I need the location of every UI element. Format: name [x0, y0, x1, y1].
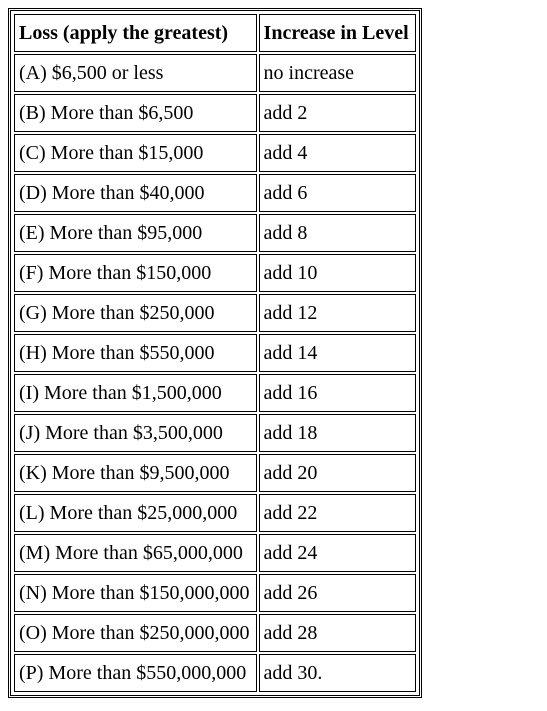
table-row: (E) More than $95,000 add 8 [14, 214, 416, 252]
increase-cell: add 28 [259, 614, 416, 652]
table-row: (F) More than $150,000 add 10 [14, 254, 416, 292]
increase-cell: add 14 [259, 334, 416, 372]
loss-cell: (J) More than $3,500,000 [14, 414, 257, 452]
table-row: (A) $6,500 or less no increase [14, 54, 416, 92]
increase-cell: add 30. [259, 654, 416, 692]
table-row: (C) More than $15,000 add 4 [14, 134, 416, 172]
increase-cell: add 4 [259, 134, 416, 172]
loss-cell: (C) More than $15,000 [14, 134, 257, 172]
loss-cell: (K) More than $9,500,000 [14, 454, 257, 492]
table-row: (H) More than $550,000 add 14 [14, 334, 416, 372]
table-row: (O) More than $250,000,000 add 28 [14, 614, 416, 652]
table-row: (G) More than $250,000 add 12 [14, 294, 416, 332]
increase-cell: add 12 [259, 294, 416, 332]
table-row: (N) More than $150,000,000 add 26 [14, 574, 416, 612]
increase-cell: add 8 [259, 214, 416, 252]
loss-cell: (L) More than $25,000,000 [14, 494, 257, 532]
loss-cell: (O) More than $250,000,000 [14, 614, 257, 652]
increase-cell: add 18 [259, 414, 416, 452]
increase-cell: add 24 [259, 534, 416, 572]
loss-cell: (N) More than $150,000,000 [14, 574, 257, 612]
table-row: (B) More than $6,500 add 2 [14, 94, 416, 132]
table-row: (M) More than $65,000,000 add 24 [14, 534, 416, 572]
loss-cell: (D) More than $40,000 [14, 174, 257, 212]
loss-cell: (B) More than $6,500 [14, 94, 257, 132]
increase-cell: add 16 [259, 374, 416, 412]
increase-cell: no increase [259, 54, 416, 92]
table-row: (P) More than $550,000,000 add 30. [14, 654, 416, 692]
loss-level-table-wrap: Loss (apply the greatest) Increase in Le… [8, 8, 422, 698]
increase-cell: add 6 [259, 174, 416, 212]
table-row: (I) More than $1,500,000 add 16 [14, 374, 416, 412]
loss-level-table: Loss (apply the greatest) Increase in Le… [12, 12, 418, 694]
increase-cell: add 20 [259, 454, 416, 492]
col-header-loss: Loss (apply the greatest) [14, 14, 257, 52]
loss-cell: (M) More than $65,000,000 [14, 534, 257, 572]
table-row: (L) More than $25,000,000 add 22 [14, 494, 416, 532]
increase-cell: add 22 [259, 494, 416, 532]
table-row: (K) More than $9,500,000 add 20 [14, 454, 416, 492]
table-row: (D) More than $40,000 add 6 [14, 174, 416, 212]
loss-cell: (F) More than $150,000 [14, 254, 257, 292]
increase-cell: add 10 [259, 254, 416, 292]
loss-cell: (P) More than $550,000,000 [14, 654, 257, 692]
table-header-row: Loss (apply the greatest) Increase in Le… [14, 14, 416, 52]
loss-cell: (G) More than $250,000 [14, 294, 257, 332]
increase-cell: add 26 [259, 574, 416, 612]
loss-cell: (A) $6,500 or less [14, 54, 257, 92]
loss-cell: (I) More than $1,500,000 [14, 374, 257, 412]
col-header-increase: Increase in Level [259, 14, 416, 52]
table-row: (J) More than $3,500,000 add 18 [14, 414, 416, 452]
loss-cell: (E) More than $95,000 [14, 214, 257, 252]
loss-cell: (H) More than $550,000 [14, 334, 257, 372]
increase-cell: add 2 [259, 94, 416, 132]
